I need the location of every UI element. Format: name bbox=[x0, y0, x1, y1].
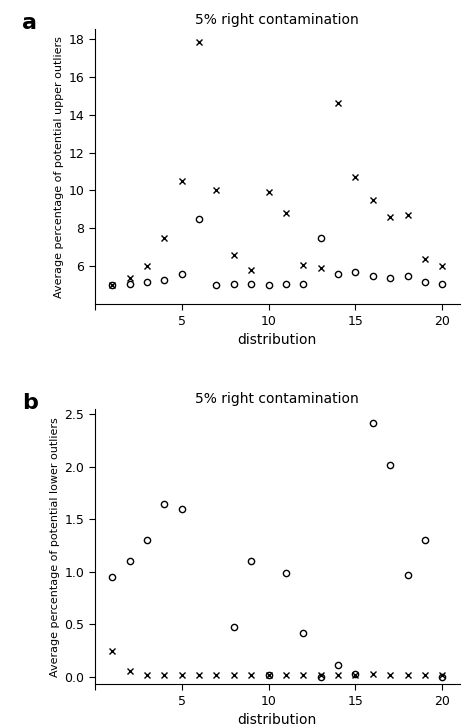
Title: 5% right contamination: 5% right contamination bbox=[195, 12, 359, 26]
Title: 5% right contamination: 5% right contamination bbox=[195, 392, 359, 406]
X-axis label: distribution: distribution bbox=[237, 713, 317, 727]
X-axis label: distribution: distribution bbox=[237, 333, 317, 347]
Text: b: b bbox=[22, 392, 37, 413]
Text: a: a bbox=[22, 12, 37, 33]
Y-axis label: Average percentage of potential upper outliers: Average percentage of potential upper ou… bbox=[55, 36, 64, 298]
Y-axis label: Average percentage of potential lower outliers: Average percentage of potential lower ou… bbox=[50, 417, 60, 676]
